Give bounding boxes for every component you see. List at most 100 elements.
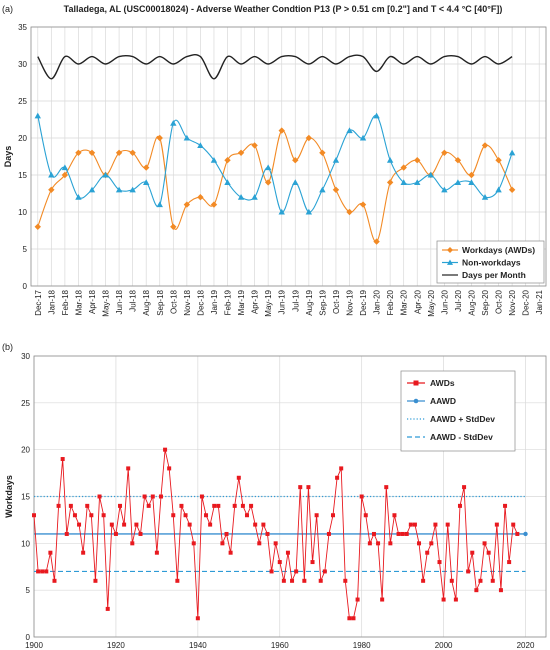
x-tick-label-b: 1940: [189, 641, 207, 650]
x-tick-label-a: Dec-19: [359, 289, 368, 315]
non-workday-point: [75, 194, 82, 200]
non-workday-point: [102, 171, 109, 178]
non-workday-point: [292, 179, 299, 185]
y-tick-label-a: 35: [18, 23, 27, 32]
workday-point: [441, 149, 448, 156]
awd-point: [343, 578, 348, 583]
x-tick-label-a: Jul-20: [454, 289, 463, 311]
chart-title-a: Talladega, AL (USC00018024) - Adverse We…: [64, 4, 503, 14]
y-tick-label-a: 15: [18, 171, 27, 180]
awd-point: [326, 531, 331, 536]
awd-point: [388, 541, 393, 546]
workday-point: [264, 179, 272, 186]
awd-point: [44, 569, 49, 574]
awd-point: [400, 531, 405, 536]
y-tick-label-a: 10: [18, 208, 27, 217]
x-tick-label-a: Jan-20: [373, 289, 382, 314]
workday-point: [468, 171, 475, 179]
non-workday-point: [386, 157, 394, 163]
workday-point: [373, 238, 380, 245]
x-tick-label-a: Jul-19: [291, 289, 300, 311]
y-tick-label-a: 30: [18, 60, 27, 69]
awd-point: [359, 494, 364, 499]
awd-point: [48, 550, 53, 555]
x-tick-label-a: Dec-20: [522, 289, 531, 315]
non-workday-point: [319, 186, 326, 193]
non-workday-point: [156, 201, 163, 208]
awd-point: [290, 578, 295, 583]
awd-point: [310, 560, 315, 565]
x-tick-label-a: Nov-20: [508, 289, 517, 315]
awd-point: [236, 475, 241, 480]
awd-point: [138, 531, 143, 536]
x-tick-label-a: Jan-21: [535, 289, 544, 314]
non-workday-point: [183, 134, 191, 141]
awd-point: [56, 503, 61, 508]
non-workday-point: [224, 179, 231, 185]
workday-point: [414, 157, 421, 164]
awd-point: [482, 541, 487, 546]
non-workday-point: [251, 194, 258, 200]
workday-point: [386, 179, 394, 186]
awd-point: [281, 578, 286, 583]
x-tick-label-a: May-20: [427, 289, 436, 316]
awd-point: [265, 531, 270, 536]
y-axis-title-a: Days: [3, 146, 13, 168]
awd-point: [486, 550, 491, 555]
awd-point: [146, 503, 151, 508]
awd-point: [339, 466, 344, 471]
y-tick-label-a: 5: [23, 245, 28, 254]
y-axis-title-b: Workdays: [4, 475, 14, 518]
x-tick-label-a: May-19: [264, 289, 273, 316]
plot-frame-a: [30, 26, 547, 287]
awd-point: [142, 494, 147, 499]
awd-point: [367, 541, 372, 546]
non-workday-point: [481, 194, 489, 200]
awd-point: [425, 550, 430, 555]
awd-point: [72, 513, 77, 518]
awd-point: [97, 494, 102, 499]
awd-point: [306, 485, 311, 490]
x-tick-label-a: May-18: [102, 289, 111, 316]
awd-point: [404, 531, 409, 536]
x-tick-label-a: Aug-18: [142, 289, 151, 315]
x-tick-label-a: Oct-20: [495, 289, 504, 314]
x-tick-label-a: Nov-18: [183, 289, 192, 315]
non-workday-point: [129, 186, 136, 193]
awd-point: [429, 541, 434, 546]
awd-point: [199, 494, 204, 499]
workday-point: [156, 134, 163, 142]
awd-point: [52, 578, 57, 583]
x-tick-label-a: Jan-19: [210, 289, 219, 314]
y-tick-label-a: 25: [18, 97, 27, 106]
x-tick-label-a: Feb-19: [224, 289, 233, 315]
awd-point: [36, 569, 41, 574]
non-workday-point: [170, 120, 177, 126]
panel-label-a: (a): [2, 4, 13, 14]
awd-point: [277, 560, 282, 565]
awd-point: [77, 522, 82, 527]
awd-point: [261, 522, 266, 527]
workday-point: [454, 157, 462, 164]
awd-point: [154, 550, 159, 555]
awd-point: [302, 578, 307, 583]
workday-point: [170, 223, 177, 230]
workday-point: [346, 208, 353, 216]
legend-label-a: Non-workdays: [462, 258, 521, 268]
awd-point: [240, 503, 245, 508]
non-workday-point: [237, 194, 245, 200]
x-tick-label-a: Sep-19: [318, 289, 327, 315]
x-tick-label-a: Apr-19: [251, 289, 260, 314]
x-tick-label-a: Nov-19: [345, 289, 354, 315]
y-tick-label-b: 0: [26, 633, 31, 642]
awd-point: [511, 522, 516, 527]
awd-point: [507, 560, 512, 565]
workday-point: [183, 201, 191, 208]
awd-point: [257, 541, 262, 546]
legend-label-a: Workdays (AWDs): [462, 245, 535, 255]
x-tick-label-a: Jun-18: [115, 289, 124, 314]
awd-point: [515, 531, 520, 536]
x-tick-label-a: Jan-18: [47, 289, 56, 314]
legend-label-b: AAWD - StdDev: [430, 432, 493, 442]
awd-point: [187, 522, 192, 527]
